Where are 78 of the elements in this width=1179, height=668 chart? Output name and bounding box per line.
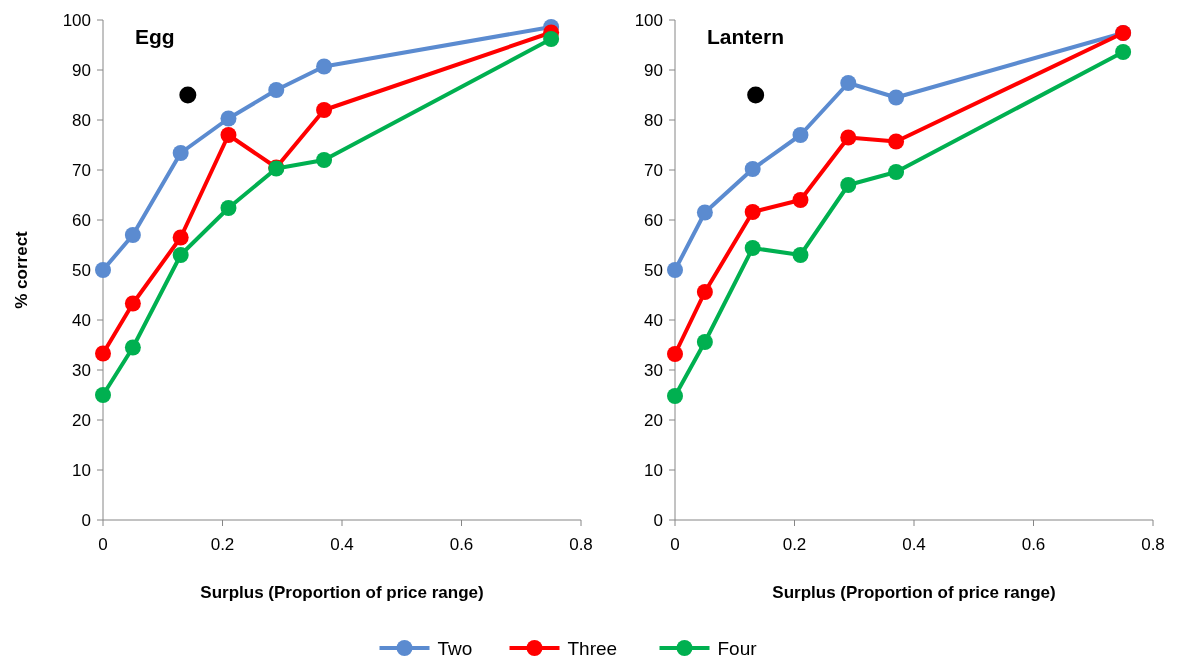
- x-tick-label: 0.2: [210, 535, 235, 554]
- point: [172, 145, 189, 161]
- y-tick-label: 80: [644, 110, 663, 130]
- y-tick-label: 30: [72, 360, 91, 380]
- point: [543, 31, 560, 47]
- y-tick-label: 20: [72, 410, 91, 430]
- point: [747, 86, 765, 104]
- chart-title: Lantern: [707, 25, 785, 48]
- y-tick-label: 0: [81, 510, 91, 530]
- x-tick-label: 0.4: [330, 535, 354, 554]
- legend-label: Three: [567, 637, 618, 659]
- point: [744, 161, 761, 177]
- point: [696, 204, 713, 221]
- point: [95, 262, 111, 278]
- point: [179, 86, 197, 104]
- point: [316, 152, 333, 168]
- chart-title: Egg: [135, 25, 175, 48]
- point: [744, 204, 761, 220]
- y-tick-label: 30: [644, 360, 663, 380]
- point: [840, 75, 857, 91]
- point: [172, 229, 189, 246]
- point: [220, 200, 237, 216]
- legend-label: Two: [437, 637, 473, 659]
- point: [316, 58, 333, 75]
- point: [95, 345, 111, 362]
- y-tick-label: 50: [644, 260, 663, 280]
- point: [696, 284, 713, 300]
- point: [220, 127, 237, 143]
- x-tick-label: 0.6: [449, 535, 474, 554]
- y-tick-label: 70: [72, 160, 91, 180]
- point: [888, 89, 905, 106]
- y-tick-label: 20: [644, 410, 663, 430]
- y-tick-label: 60: [644, 210, 663, 230]
- point: [124, 227, 141, 243]
- point: [268, 82, 285, 98]
- point: [840, 129, 857, 146]
- y-tick-label: 40: [72, 310, 91, 330]
- x-tick-label: 0.2: [782, 535, 807, 554]
- x-tick-label: 0.4: [902, 535, 926, 554]
- y-tick-label: 40: [644, 310, 663, 330]
- x-axis-title: Surplus (Proportion of price range): [772, 583, 1056, 602]
- point: [220, 110, 237, 127]
- y-tick-label: 100: [634, 10, 663, 30]
- y-tick-label: 50: [72, 260, 91, 280]
- y-tick-label: 70: [644, 160, 663, 180]
- point: [667, 262, 683, 278]
- legend-label: Four: [717, 637, 758, 659]
- point: [840, 177, 857, 193]
- point: [888, 133, 905, 150]
- point: [172, 247, 189, 263]
- y-tick-label: 80: [72, 110, 91, 130]
- point: [888, 164, 905, 180]
- point: [124, 339, 141, 356]
- y-tick-label: 60: [72, 210, 91, 230]
- x-axis-title: Surplus (Proportion of price range): [200, 583, 484, 602]
- point: [744, 240, 761, 256]
- point: [1115, 44, 1132, 60]
- y-tick-label: 90: [72, 60, 91, 80]
- y-tick-label: 90: [644, 60, 663, 80]
- x-tick-label: 0.8: [569, 535, 593, 554]
- x-tick-label: 0.8: [1141, 535, 1165, 554]
- point: [792, 127, 809, 143]
- y-tick-label: 10: [72, 460, 91, 480]
- x-tick-label: 0: [670, 535, 680, 554]
- point: [316, 102, 333, 118]
- y-axis-title: % correct: [12, 230, 31, 309]
- y-tick-label: 100: [62, 10, 91, 30]
- point: [95, 387, 111, 403]
- point: [792, 247, 809, 263]
- x-tick-label: 0.6: [1021, 535, 1046, 554]
- x-tick-label: 0: [98, 535, 108, 554]
- y-tick-label: 0: [653, 510, 663, 530]
- point: [792, 192, 809, 208]
- point: [667, 388, 683, 404]
- point: [696, 334, 713, 350]
- point: [667, 346, 683, 362]
- y-tick-label: 10: [644, 460, 663, 480]
- point: [124, 295, 141, 312]
